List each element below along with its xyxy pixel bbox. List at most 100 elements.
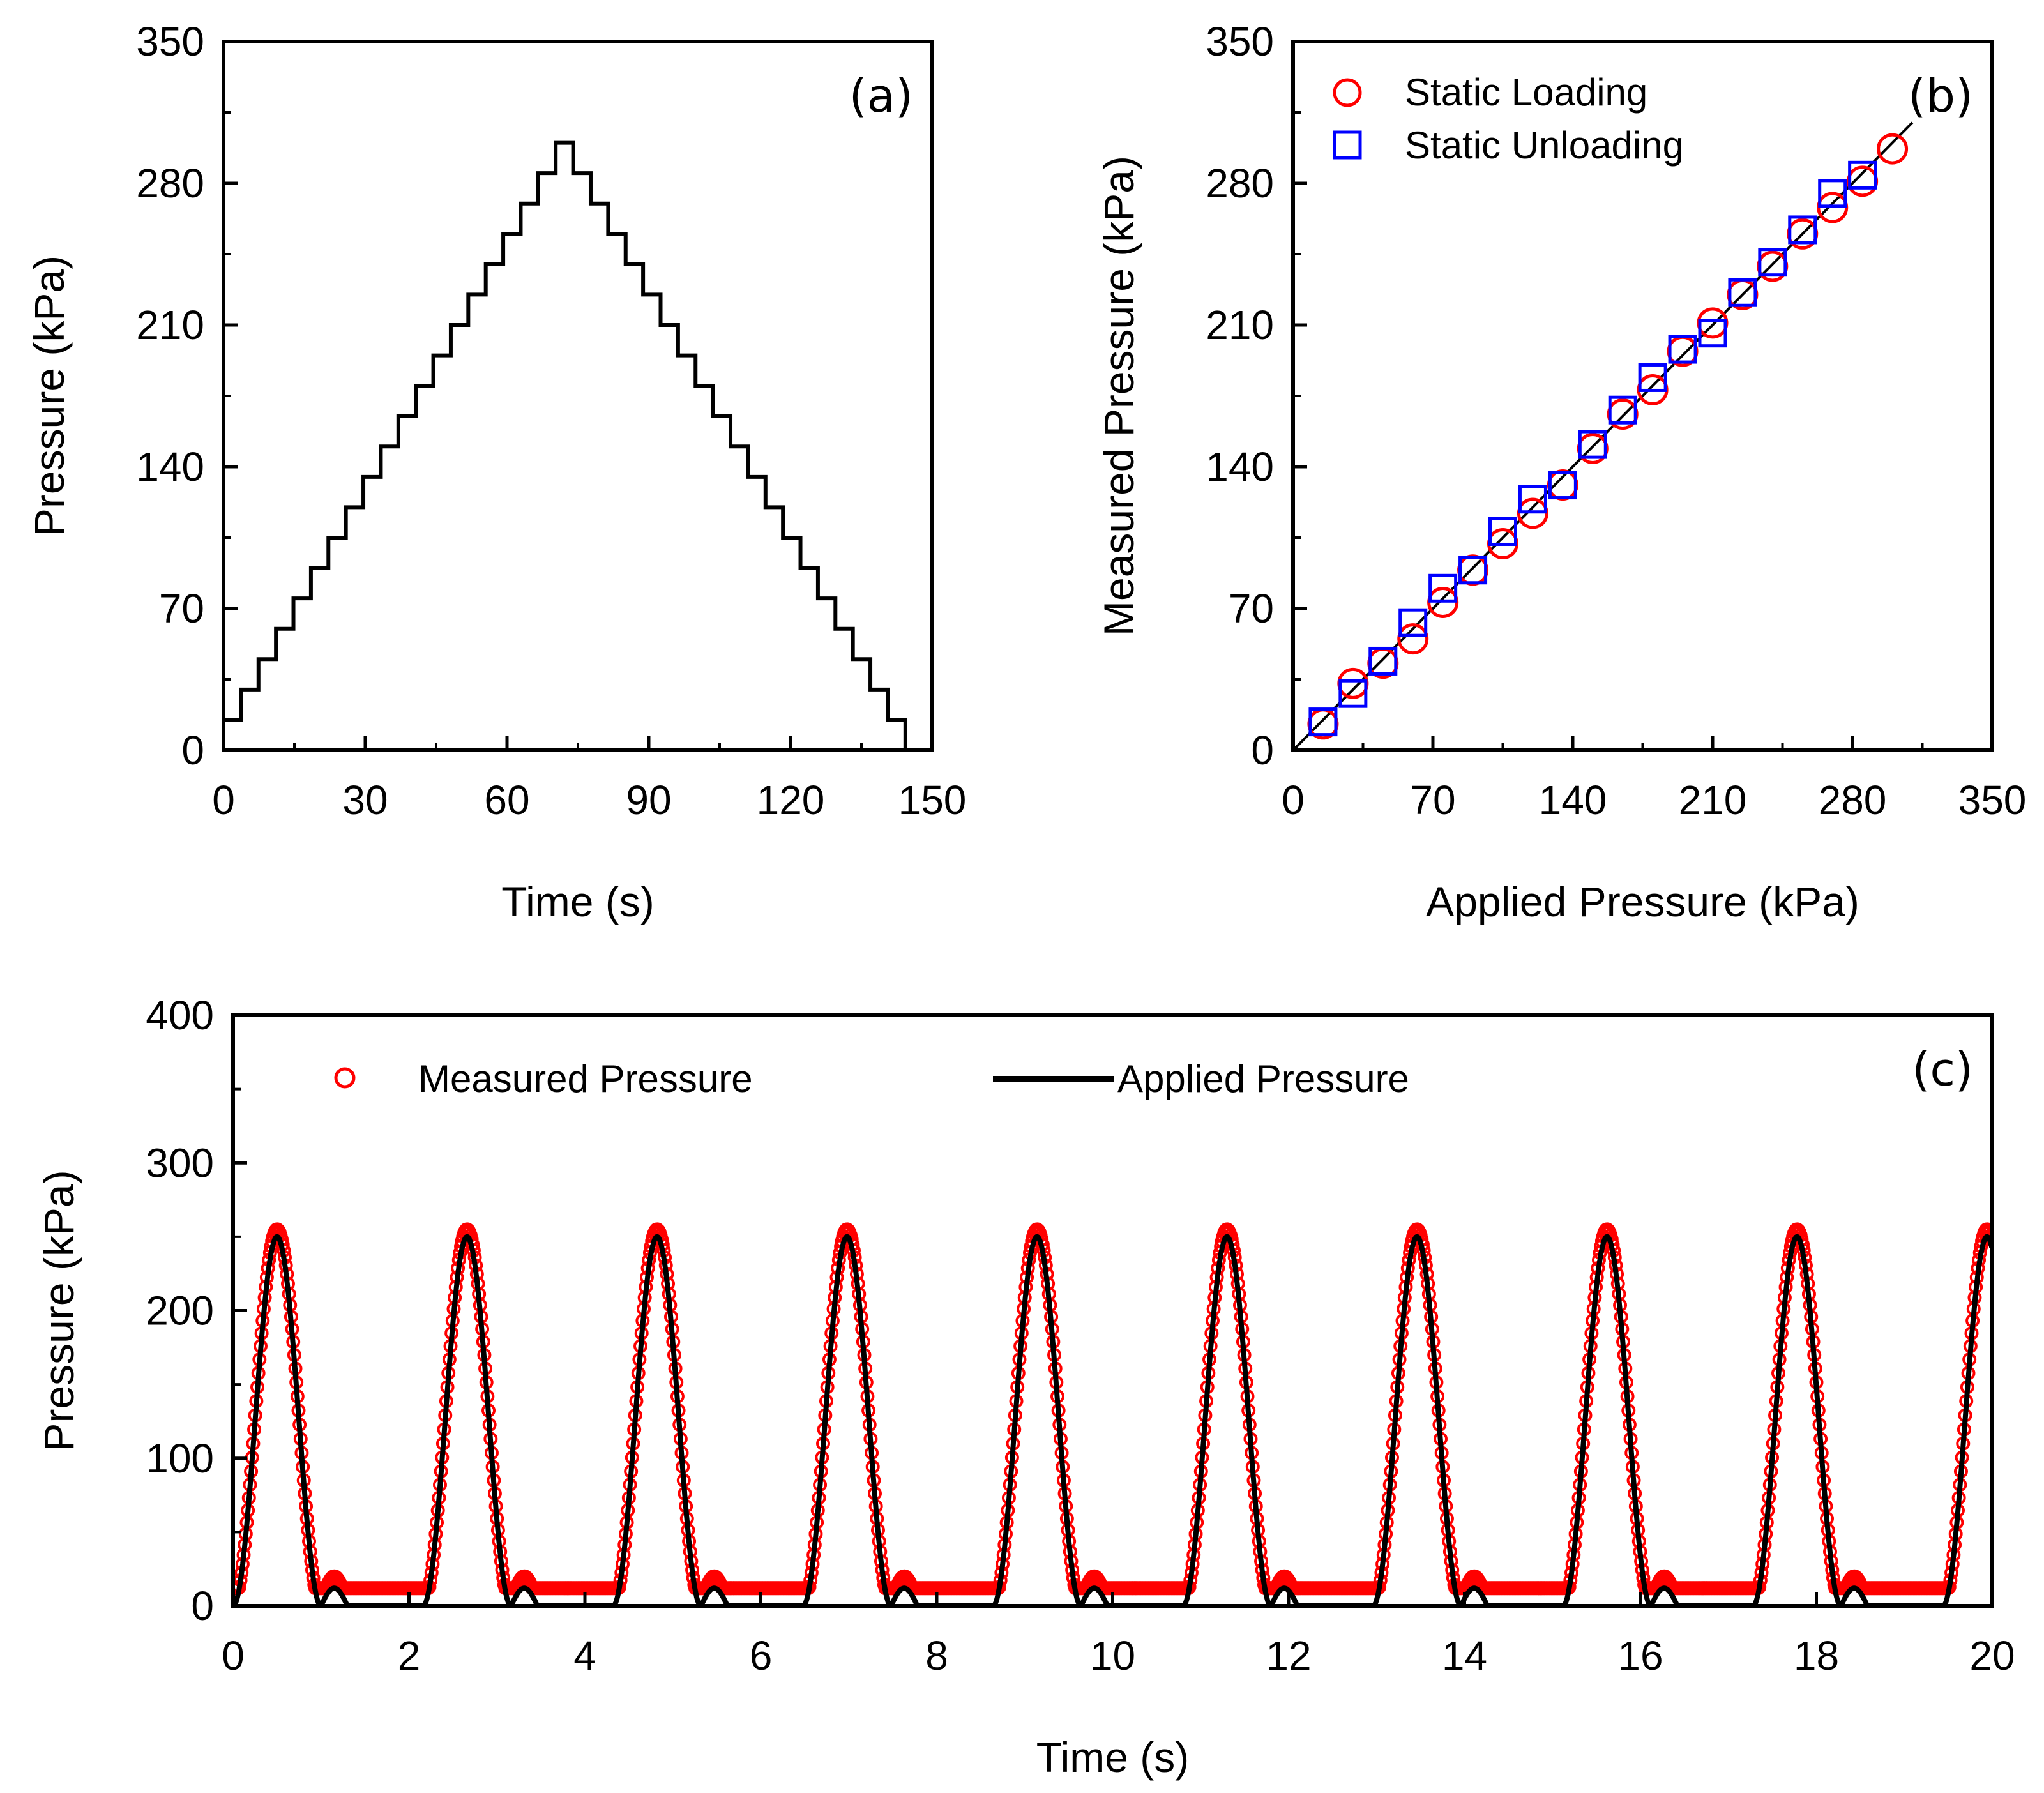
legend-static-loading-label: Static Loading	[1405, 71, 1647, 114]
static-unloading-point	[1398, 608, 1428, 637]
panel-b-x-axis-title: Applied Pressure (kPa)	[1426, 878, 1859, 925]
y-tick-label: 100	[146, 1435, 214, 1481]
panel-c-x-tick-labels: 0 2 4 6 8 10 12 14 16 18 20	[222, 1633, 2015, 1679]
static-loading-point	[1397, 623, 1429, 655]
panel-c-x-axis-title: Time (s)	[1036, 1734, 1190, 1781]
static-unloading-point	[1818, 179, 1847, 208]
legend-static-unloading-label: Static Unloading	[1405, 124, 1684, 167]
legend-static-loading-marker	[1333, 78, 1362, 107]
static-unloading-point	[1788, 215, 1817, 245]
panel-a-tick-marks	[222, 40, 934, 752]
x-tick-label: 60	[484, 777, 529, 823]
y-tick-label: 210	[1206, 302, 1274, 348]
panel-b-y-axis-title: Measured Pressure (kPa)	[1095, 156, 1142, 636]
panel-c-label: (c)	[1912, 1043, 1973, 1096]
static-unloading-point	[1548, 471, 1577, 500]
x-tick-label: 210	[1679, 777, 1747, 823]
x-tick-label: 20	[1969, 1633, 2015, 1679]
panel-a-plot-frame	[222, 40, 934, 752]
panel-b-fit-line-group	[1292, 121, 1914, 752]
static-unloading-point	[1428, 573, 1458, 603]
panel-b-label: (b)	[1908, 69, 1973, 123]
y-tick-label: 280	[1206, 160, 1274, 206]
panel-a-series-group	[222, 140, 907, 750]
y-tick-label: 200	[146, 1288, 214, 1334]
x-tick-label: 10	[1090, 1633, 1135, 1679]
y-tick-label: 350	[1206, 19, 1274, 64]
y-tick-label: 140	[136, 444, 204, 490]
legend-applied-pressure-label: Applied Pressure	[1117, 1057, 1409, 1100]
y-tick-label: 400	[146, 992, 214, 1038]
panel-b-x-tick-labels: 0 70 140 210 280 350	[1282, 777, 2026, 823]
panel-a-pressure-step-line	[222, 140, 907, 750]
static-unloading-point	[1758, 248, 1787, 277]
y-tick-label: 210	[136, 302, 204, 348]
x-tick-label: 120	[757, 777, 825, 823]
legend-measured-pressure-label: Measured Pressure	[418, 1057, 753, 1100]
y-tick-label: 300	[146, 1140, 214, 1186]
panel-c-series-group	[233, 1222, 1992, 1606]
panel-a-label: (a)	[849, 69, 913, 123]
static-unloading-point	[1728, 278, 1757, 307]
y-tick-label: 140	[1206, 444, 1274, 490]
static-unloading-point	[1458, 556, 1488, 585]
panel-b-series-group	[1307, 133, 1909, 740]
x-tick-label: 70	[1410, 777, 1455, 823]
x-tick-label: 14	[1442, 1633, 1487, 1679]
panel-a-x-tick-labels: 0 30 60 90 120 150	[212, 777, 966, 823]
panel-c-legend: Measured Pressure Applied Pressure	[334, 1057, 1409, 1100]
static-unloading-point	[1578, 430, 1607, 459]
x-tick-label: 4	[573, 1633, 596, 1679]
static-unloading-point	[1368, 646, 1398, 676]
x-tick-label: 350	[1958, 777, 2027, 823]
panel-c-y-axis-title: Pressure (kPa)	[35, 1170, 82, 1451]
panel-b-y-tick-labels: 0 70 140 210 280 350	[1206, 19, 1274, 773]
static-loading-point	[1457, 554, 1489, 586]
y-tick-label: 280	[136, 160, 204, 206]
x-tick-label: 16	[1617, 1633, 1663, 1679]
static-loading-point	[1877, 133, 1909, 165]
x-tick-label: 90	[626, 777, 671, 823]
legend-static-unloading-marker	[1333, 130, 1362, 160]
y-tick-label: 70	[1229, 586, 1274, 632]
applied-pressure-line	[233, 1234, 1992, 1606]
static-loading-point	[1337, 667, 1369, 699]
panel-c-y-tick-labels: 0 100 200 300 400	[146, 992, 214, 1629]
panel-a-y-tick-labels: 0 70 140 210 280 350	[136, 19, 204, 773]
static-unloading-point	[1518, 485, 1547, 514]
static-unloading-point	[1698, 319, 1727, 348]
static-loading-point	[1697, 307, 1729, 339]
panel-a-x-axis-title: Time (s)	[501, 878, 655, 925]
panel-b-tick-marks	[1291, 40, 1994, 752]
static-unloading-point	[1338, 679, 1368, 708]
legend-measured-pressure-marker	[334, 1067, 356, 1089]
y-tick-label: 70	[159, 586, 204, 632]
x-tick-label: 18	[1794, 1633, 1839, 1679]
static-unloading-point	[1488, 517, 1517, 546]
static-unloading-point	[1668, 335, 1697, 364]
panel-a-stepped-pressure-chart: 0 30 60 90 120 150 0 70 140 210 280 350 Time (s) P…	[26, 19, 966, 925]
y-tick-label: 0	[181, 727, 204, 773]
panel-c-tick-marks	[231, 1013, 1994, 1608]
panel-c-cyclic-pressure-chart: 0 2 4 6 8 10 12 14 16 18 20 0 100 200 300 400 Time (s)…	[35, 992, 2015, 1781]
x-tick-label: 6	[750, 1633, 773, 1679]
x-tick-label: 0	[222, 1633, 245, 1679]
x-tick-label: 8	[925, 1633, 948, 1679]
static-unloading-point	[1848, 160, 1877, 190]
measured-pressure-markers	[233, 1222, 1992, 1596]
x-tick-label: 30	[342, 777, 388, 823]
panel-b-measured-vs-applied-chart: 0 70 140 210 280 350 0 70 140 210 280 350 Applied …	[1095, 19, 2026, 925]
panel-b-legend: Static Loading Static Unloading	[1333, 71, 1684, 167]
panel-b-fit-line	[1292, 121, 1914, 752]
x-tick-label: 0	[212, 777, 235, 823]
x-tick-label: 12	[1266, 1633, 1311, 1679]
static-unloading-point	[1638, 363, 1667, 392]
x-tick-label: 0	[1282, 777, 1305, 823]
y-tick-label: 350	[136, 19, 204, 64]
y-tick-label: 0	[191, 1583, 214, 1629]
panel-a-y-axis-title: Pressure (kPa)	[26, 255, 73, 536]
x-tick-label: 140	[1539, 777, 1607, 823]
static-unloading-point	[1608, 395, 1637, 425]
x-tick-label: 280	[1819, 777, 1887, 823]
